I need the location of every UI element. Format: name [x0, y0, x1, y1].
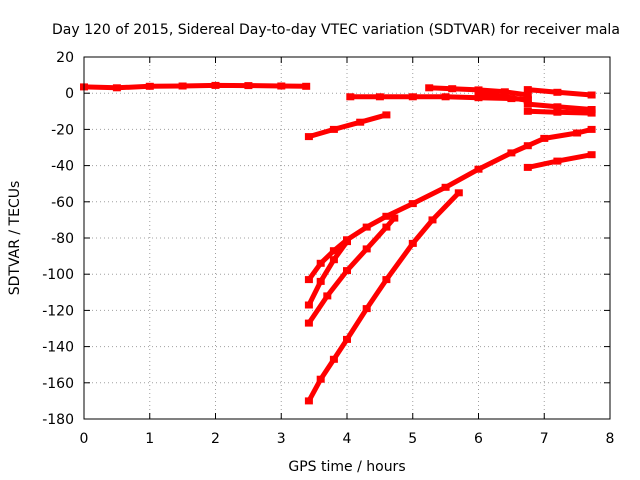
data-point — [329, 256, 338, 264]
data-point — [553, 157, 562, 165]
y-tick-label: -80 — [51, 231, 74, 247]
y-axis-label: SDTVAR / TECUs — [7, 181, 23, 296]
x-tick-label: 7 — [540, 431, 549, 447]
x-tick-label: 6 — [474, 431, 483, 447]
data-point — [316, 375, 325, 383]
series-track — [306, 240, 350, 307]
data-point — [587, 109, 596, 117]
data-point — [112, 84, 121, 92]
data-point — [474, 94, 483, 102]
y-tick-label: -180 — [42, 412, 74, 428]
data-point — [441, 93, 450, 101]
data-point — [329, 247, 338, 255]
data-point — [553, 103, 562, 111]
data-point — [587, 106, 596, 113]
data-point — [428, 216, 437, 224]
y-tick-label: -140 — [42, 340, 74, 356]
x-tick-label: 8 — [606, 431, 615, 447]
data-point — [573, 129, 582, 137]
data-point — [474, 89, 483, 97]
data-point — [316, 277, 325, 285]
y-tick-label: -60 — [51, 195, 74, 211]
data-point — [408, 200, 417, 208]
y-tick-label: 0 — [65, 86, 74, 102]
data-point — [343, 238, 351, 246]
data-point — [362, 305, 371, 313]
data-point — [523, 107, 532, 115]
y-tick-label: -40 — [51, 159, 74, 175]
x-tick-label: 3 — [277, 431, 286, 447]
data-point — [553, 88, 562, 96]
data-point — [587, 151, 596, 159]
y-tick-label: 20 — [56, 50, 74, 66]
data-point — [425, 84, 434, 92]
data-series — [80, 81, 596, 405]
data-point — [500, 93, 509, 101]
data-point — [323, 292, 332, 300]
x-axis-label: GPS time / hours — [288, 459, 405, 475]
data-point — [507, 149, 516, 157]
data-point — [211, 81, 220, 89]
data-point — [587, 125, 596, 133]
data-point — [304, 276, 313, 284]
series-track — [83, 82, 307, 91]
data-point — [523, 91, 532, 99]
data-point — [523, 142, 532, 150]
data-point — [448, 85, 457, 93]
data-point — [382, 111, 391, 119]
data-point — [356, 118, 365, 126]
x-tick-label: 5 — [408, 431, 417, 447]
data-point — [540, 134, 549, 142]
data-point — [454, 189, 463, 197]
data-point — [587, 91, 596, 99]
data-point — [474, 165, 483, 173]
data-point — [523, 86, 532, 94]
data-point — [382, 223, 391, 231]
data-point — [329, 355, 338, 363]
data-point — [346, 93, 355, 101]
y-tick-label: -120 — [42, 303, 74, 319]
data-point — [390, 214, 399, 222]
x-tick-label: 2 — [211, 431, 220, 447]
data-point — [304, 319, 313, 327]
data-point — [178, 82, 187, 90]
chart-title: Day 120 of 2015, Sidereal Day-to-day VTE… — [52, 22, 620, 38]
data-point — [408, 239, 417, 247]
data-point — [553, 108, 562, 116]
data-point — [316, 259, 325, 267]
series-track — [306, 216, 397, 325]
data-point — [343, 335, 351, 343]
data-point — [145, 82, 154, 90]
data-point — [362, 223, 371, 231]
y-tick-label: -20 — [51, 122, 74, 138]
data-point — [343, 267, 351, 275]
x-tick-label: 1 — [145, 431, 154, 447]
data-point — [244, 82, 253, 90]
data-point — [304, 133, 313, 141]
data-point — [441, 183, 450, 191]
data-point — [329, 125, 338, 133]
data-point — [523, 96, 532, 104]
data-point — [382, 212, 391, 220]
data-point — [304, 301, 313, 309]
axis-ticks: 0 1 2 3 4 5 6 7 8 20 0 -20 -40 -60 -80 -100 -120 -140 -160… — [42, 50, 614, 447]
data-point — [500, 88, 509, 96]
series-track — [308, 112, 388, 140]
data-point — [382, 276, 391, 284]
y-tick-label: -100 — [42, 267, 74, 283]
data-point — [304, 397, 313, 405]
data-point — [277, 82, 286, 90]
data-point — [523, 100, 532, 108]
data-point — [302, 82, 311, 90]
data-point — [523, 163, 532, 171]
y-tick-label: -160 — [42, 376, 74, 392]
data-point — [375, 93, 384, 101]
x-tick-label: 0 — [80, 431, 89, 447]
x-tick-label: 4 — [343, 431, 352, 447]
data-point — [362, 245, 371, 253]
data-point — [408, 93, 417, 101]
